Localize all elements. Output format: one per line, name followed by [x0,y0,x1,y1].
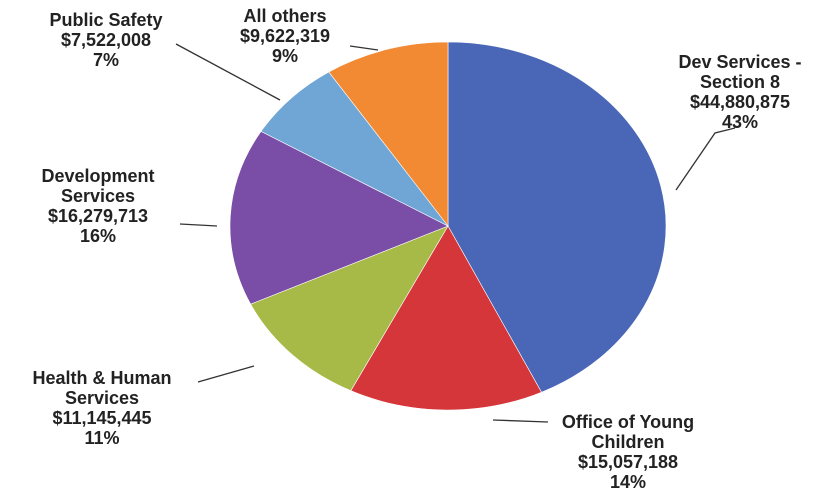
pie-slice [250,225,449,392]
slice-percent: 43% [722,112,758,132]
slice-amount: $11,145,445 [52,408,151,428]
pie-slice [229,131,449,305]
slice-label: Health & Human Services $11,145,445 11% [32,368,171,448]
slice-amount: $9,622,319 [240,26,330,46]
leader-lines [175,43,736,423]
slice-name: Public Safety [49,10,162,30]
slice-percent: 11% [84,428,119,448]
leader-line [179,223,218,227]
leader-line [349,45,379,51]
slice-percent: 9% [272,46,298,66]
slice-name: Health & Human [32,368,171,388]
pie-slice [350,225,542,411]
slice-labels: Dev Services -Section 8 $44,880,875 43% Off… [32,6,801,492]
slice-amount: $15,057,188 [578,452,678,472]
slice-name: Services [65,388,139,408]
leader-line [197,365,255,383]
slice-name: Section 8 [700,72,780,92]
pie-slice [328,41,449,227]
leader-line [175,43,281,101]
slice-label: Dev Services -Section 8 $44,880,875 43% [678,52,801,132]
pie-slice [447,41,667,393]
pie-slice [260,71,449,227]
slice-percent: 14% [610,472,646,492]
slice-name: Dev Services - [678,52,801,72]
slice-name: Children [591,432,664,452]
slice-name: All others [243,6,326,26]
leader-line [492,419,549,423]
slice-label: Development Services $16,279,713 16% [41,166,154,246]
slice-label: All others $9,622,319 9% [240,6,330,66]
slice-name: Office of Young [562,412,694,432]
slice-label: Public Safety $7,522,008 7% [49,10,162,70]
slice-amount: $7,522,008 [61,30,151,50]
leader-line [675,127,736,191]
slice-amount: $44,880,875 [690,92,790,112]
slice-name: Services [61,186,135,206]
slice-name: Development [41,166,154,186]
slice-label: Office of Young Children $15,057,188 14% [562,412,694,492]
slice-percent: 16% [80,226,116,246]
slice-amount: $16,279,713 [48,206,148,226]
slice-percent: 7% [93,50,119,70]
pie-slices [229,41,667,411]
